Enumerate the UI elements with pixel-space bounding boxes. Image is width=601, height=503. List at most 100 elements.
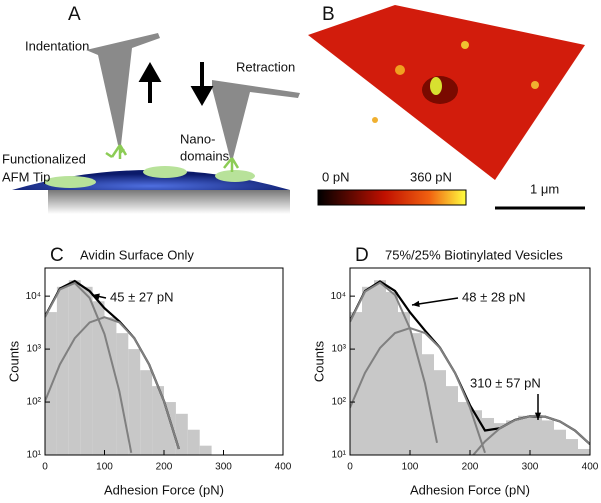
bar: [530, 415, 542, 455]
spot: [461, 41, 469, 49]
molecules: [223, 157, 240, 172]
x-axis-label: Adhesion Force (pN): [410, 482, 530, 497]
bar: [68, 280, 81, 455]
annotation: 48 ± 28 pN: [462, 289, 526, 304]
domain: [143, 166, 187, 178]
x-tick-label: 100: [402, 462, 419, 473]
spot: [531, 81, 539, 89]
bar: [422, 354, 434, 455]
y-tick-label: 10²: [332, 397, 347, 408]
bar: [566, 439, 578, 455]
label: Nano-: [180, 131, 215, 146]
x-tick-label: 300: [215, 462, 232, 473]
arrow-down: [190, 62, 214, 107]
x-tick-label: 200: [156, 462, 173, 473]
bar: [45, 312, 57, 455]
x-tick-label: 200: [462, 462, 479, 473]
label: Functionalized: [2, 151, 86, 166]
bar: [164, 402, 176, 455]
bar: [578, 448, 590, 455]
domain: [215, 170, 255, 182]
colorbar-label: 360 pN: [410, 169, 452, 184]
bar: [140, 370, 153, 455]
bar: [542, 420, 554, 455]
panel-label: B: [322, 4, 335, 25]
annotation: 310 ± 57 pN: [470, 375, 541, 390]
panel-b: B 0 pN 360 pN 1 μm: [308, 4, 585, 210]
bar: [187, 429, 200, 455]
panel-label: D: [355, 245, 369, 266]
fit-curve: [45, 281, 133, 453]
panel-a: A Indentation Retraction Nano- domains F…: [2, 4, 300, 214]
chart-title: Avidin Surface Only: [80, 247, 194, 262]
arrow-head: [534, 412, 542, 420]
plot: [350, 280, 590, 455]
cantilever: [212, 80, 300, 158]
bar: [398, 312, 410, 455]
bar: [458, 402, 470, 455]
label: AFM Tip: [2, 169, 50, 184]
y-tick-label: 10⁴: [331, 291, 346, 302]
y-axis-label: Counts: [6, 340, 21, 382]
colorbar: [317, 189, 467, 206]
x-axis-label: Adhesion Force (pN): [104, 482, 224, 497]
bar: [56, 286, 69, 455]
label: Indentation: [25, 38, 89, 53]
bar: [152, 386, 164, 455]
annotation: 45 ± 27 pN: [110, 289, 174, 304]
bar: [506, 420, 518, 455]
bar: [175, 413, 188, 455]
fit-curve: [350, 326, 486, 454]
label: Retraction: [236, 59, 295, 74]
spot: [372, 117, 378, 123]
bar: [92, 301, 105, 455]
x-tick-label: 0: [42, 462, 48, 473]
y-tick-label: 10³: [332, 344, 347, 355]
bar: [386, 291, 398, 455]
arrow-head: [412, 300, 420, 307]
bar: [104, 317, 117, 455]
cantilever: [86, 33, 160, 145]
y-axis-label: Counts: [311, 340, 326, 382]
arrow-head: [92, 293, 100, 300]
bar: [518, 415, 530, 455]
bar: [482, 417, 494, 455]
bar: [446, 386, 458, 455]
bar: [362, 286, 374, 455]
bar: [80, 286, 93, 455]
y-tick-label: 10²: [27, 397, 42, 408]
x-tick-label: 100: [96, 462, 113, 473]
fit-curve: [45, 316, 180, 450]
bar: [128, 349, 141, 455]
arrow-up: [138, 61, 162, 103]
domain: [44, 176, 96, 188]
panel-label: C: [50, 245, 64, 266]
y-tick-label: 10¹: [332, 450, 347, 461]
bar: [350, 312, 362, 455]
y-tick-label: 10⁴: [26, 291, 41, 302]
colorbar-label: 0 pN: [322, 169, 349, 184]
x-tick-label: 400: [582, 462, 599, 473]
plot: [45, 279, 212, 455]
bar: [199, 445, 212, 455]
spot: [395, 65, 405, 75]
bar: [554, 429, 566, 455]
molecules: [105, 144, 128, 159]
fit-curve: [471, 414, 590, 455]
bar: [116, 333, 129, 455]
bar: [374, 280, 386, 455]
y-tick-label: 10³: [27, 344, 42, 355]
annotation-arrow: [411, 297, 459, 306]
substrate: [48, 190, 290, 214]
panel-label: A: [68, 4, 81, 25]
chart-title: 75%/25% Biotinylated Vesicles: [385, 247, 563, 262]
x-tick-label: 0: [347, 462, 353, 473]
x-tick-label: 400: [275, 462, 292, 473]
y-tick-label: 10¹: [27, 450, 42, 461]
x-tick-label: 300: [522, 462, 539, 473]
label: domains: [180, 148, 230, 163]
domain-bright: [430, 77, 442, 95]
fit-curve: [350, 281, 438, 443]
scale-label: 1 μm: [530, 181, 559, 196]
